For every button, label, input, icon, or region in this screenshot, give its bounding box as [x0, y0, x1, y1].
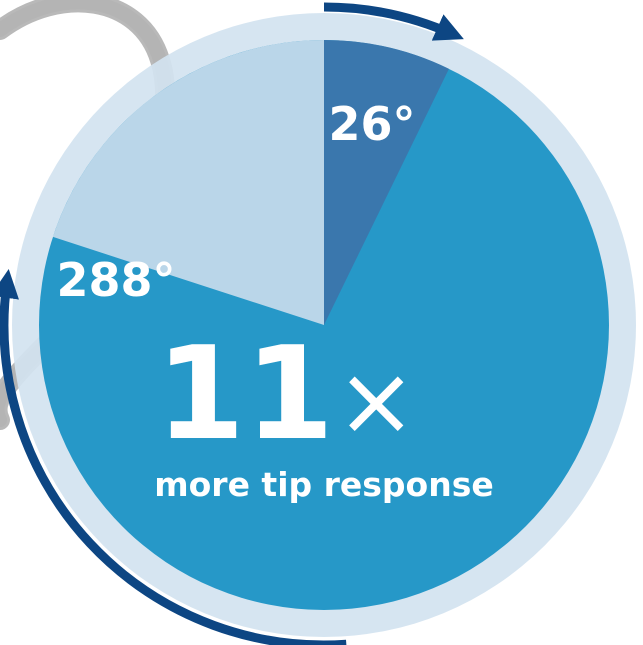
data-label-288: 288°	[56, 253, 175, 307]
remaining-sector	[52, 40, 325, 325]
arrow-26-degrees	[323, 2, 464, 41]
arrow-288-degrees	[0, 269, 347, 645]
headline-caption: more tip response	[154, 465, 494, 504]
headline-multiplier-symbol: ×	[336, 345, 416, 457]
headline-value: 11	[156, 320, 334, 469]
data-label-26: 26°	[328, 97, 415, 151]
pie-slice-26	[324, 40, 449, 325]
